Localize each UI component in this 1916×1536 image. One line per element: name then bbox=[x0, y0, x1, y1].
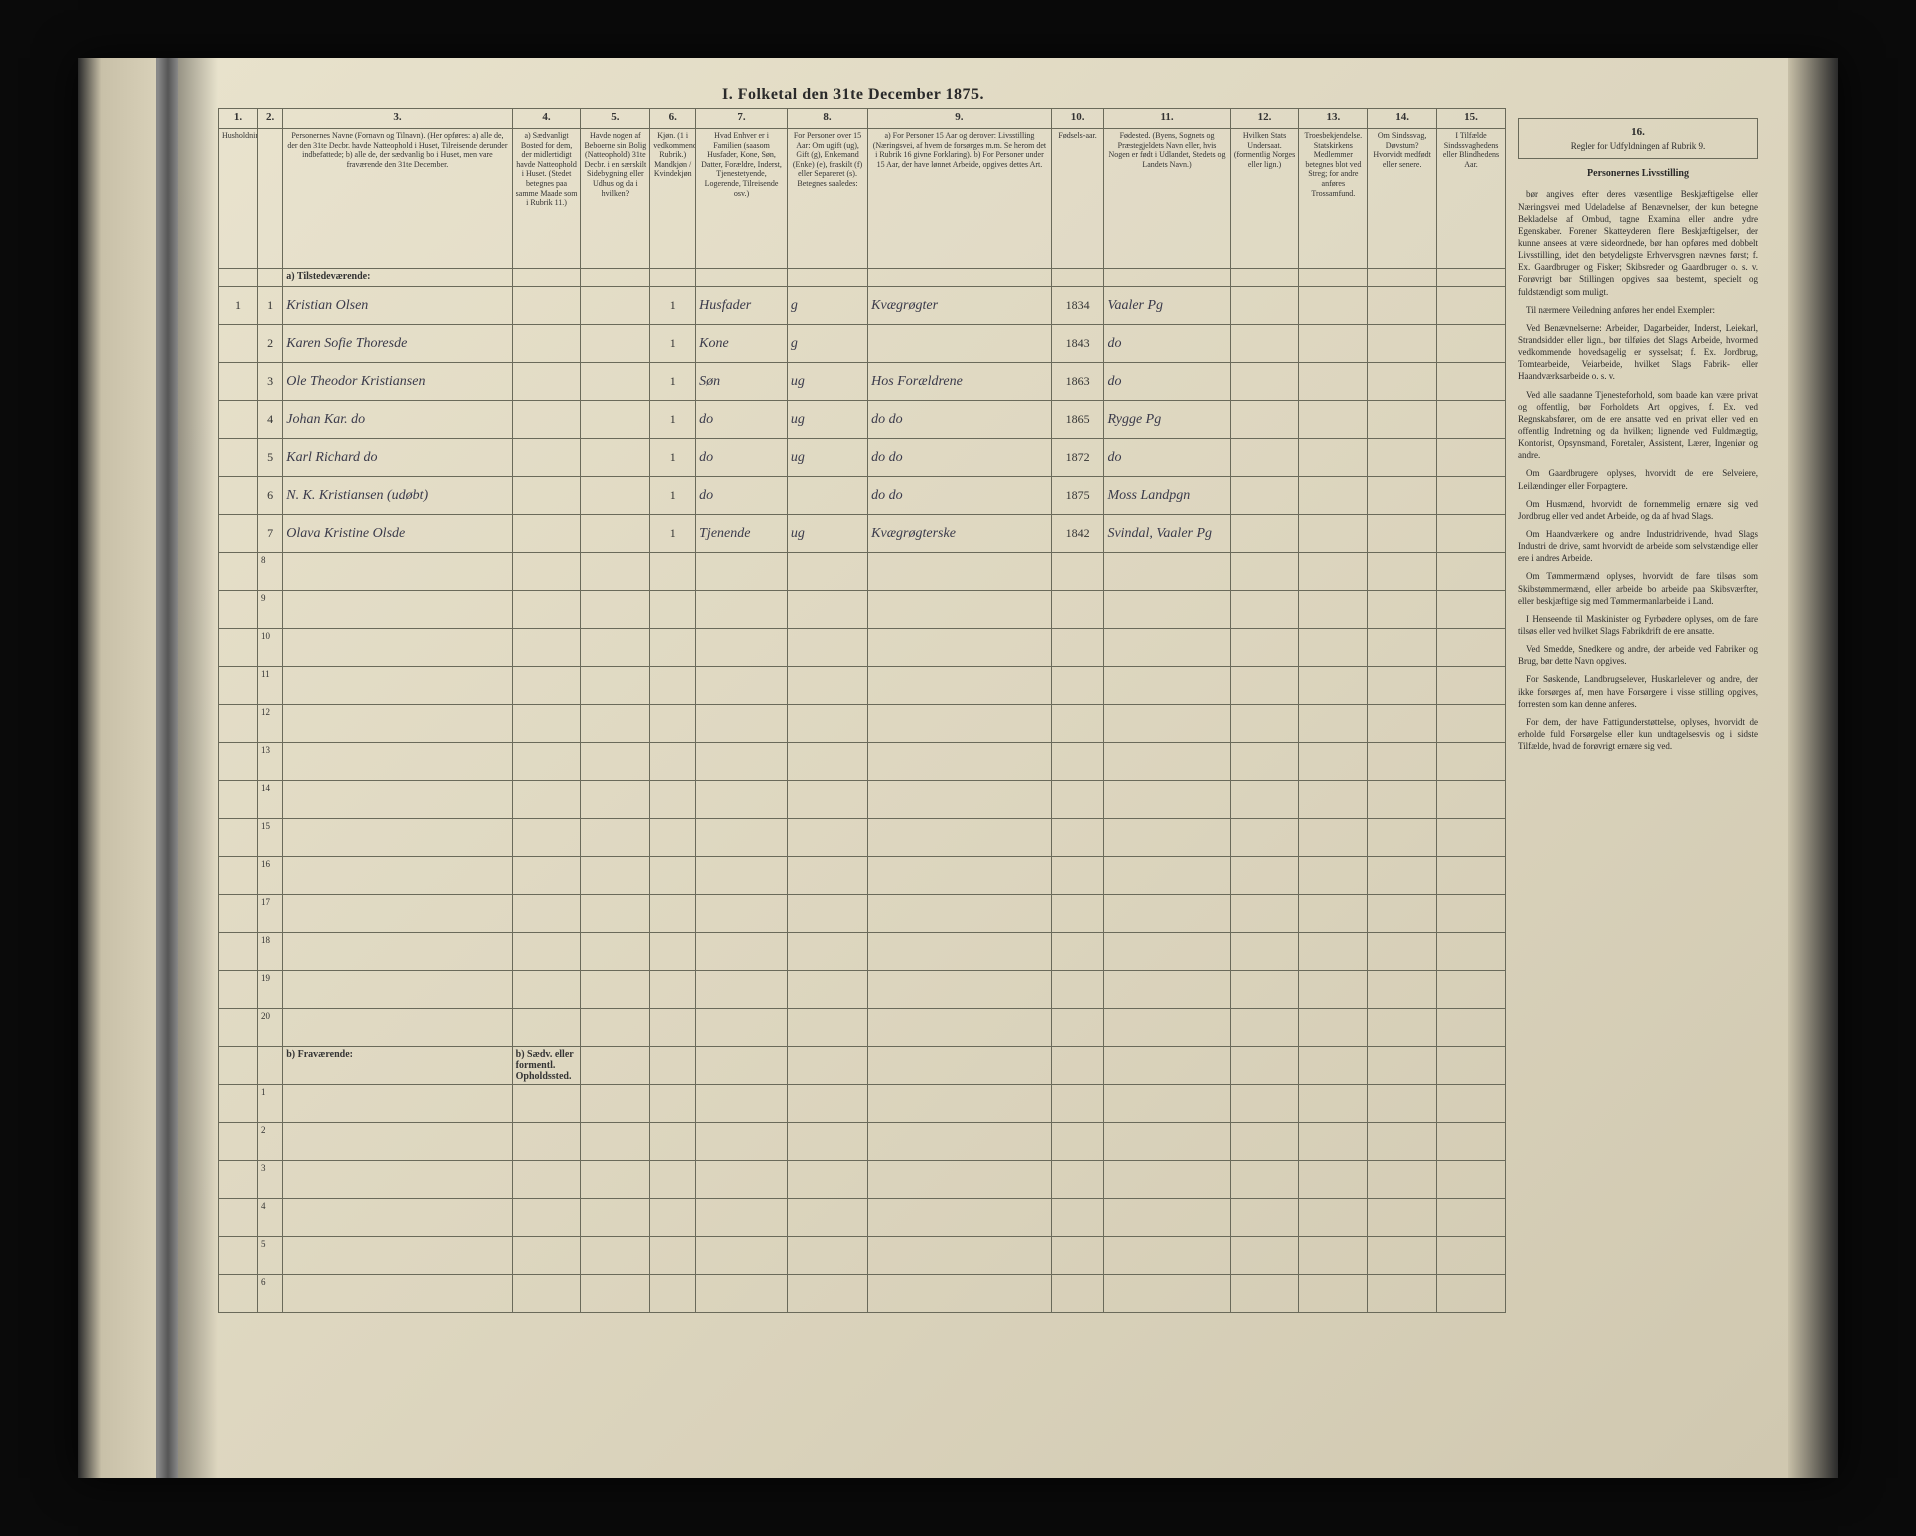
instructions-body: bør angives efter deres væsentlige Beskj… bbox=[1518, 188, 1758, 752]
empty-row: 14 bbox=[219, 781, 1506, 819]
col-head-5: Havde nogen af Beboerne sin Bolig (Natte… bbox=[581, 129, 650, 269]
census-rows: a) Tilstedeværende:11Kristian Olsen1Husf… bbox=[219, 269, 1506, 1313]
empty-row: 9 bbox=[219, 591, 1506, 629]
page-title: I. Folketal den 31te December 1875. bbox=[178, 86, 1528, 104]
column-headers-row: Husholdninger. Personernes Navne (Fornavn… bbox=[219, 129, 1506, 269]
col-head-1: Husholdninger. bbox=[219, 129, 258, 269]
person-row: 11Kristian Olsen1HusfadergKvægrøgter1834… bbox=[219, 287, 1506, 325]
empty-row: 19 bbox=[219, 971, 1506, 1009]
instructions-head: 16. Regler for Udfyldningen af Rubrik 9. bbox=[1518, 118, 1758, 159]
empty-row: 5 bbox=[219, 1237, 1506, 1275]
col-head-13: Troesbekjendelse. Statskirkens Medlemmer… bbox=[1299, 129, 1368, 269]
empty-row: 13 bbox=[219, 743, 1506, 781]
empty-row: 8 bbox=[219, 553, 1506, 591]
instruction-para: For Søskende, Landbrugselever, Huskarlel… bbox=[1518, 673, 1758, 709]
instruction-para: Om Haandværkere og andre Industridrivend… bbox=[1518, 528, 1758, 564]
instructions-title: Personernes Livsstilling bbox=[1518, 167, 1758, 181]
col-head-2 bbox=[258, 129, 283, 269]
col-num-9: 9. bbox=[868, 109, 1052, 129]
section-row: a) Tilstedeværende: bbox=[219, 269, 1506, 287]
col-head-3: Personernes Navne (Fornavn og Tilnavn). … bbox=[283, 129, 512, 269]
column-numbers-row: 1.2.3.4.5.6.7.8.9.10.11.12.13.14.15. bbox=[219, 109, 1506, 129]
col-head-11: Fødested. (Byens, Sognets og Præstegjeld… bbox=[1104, 129, 1230, 269]
empty-row: 12 bbox=[219, 705, 1506, 743]
col-num-3: 3. bbox=[283, 109, 512, 129]
book-spread: I. Folketal den 31te December 1875. 1.2.… bbox=[78, 58, 1838, 1478]
instruction-para: For dem, der have Fattigunderstøttelse, … bbox=[1518, 716, 1758, 752]
instructions-column: 16. Regler for Udfyldningen af Rubrik 9.… bbox=[1518, 108, 1758, 1448]
col-head-15: I Tilfælde Sindssvaghedens eller Blindhe… bbox=[1437, 129, 1506, 269]
col-num-12: 12. bbox=[1230, 109, 1299, 129]
empty-row: 4 bbox=[219, 1199, 1506, 1237]
col-num-4: 4. bbox=[512, 109, 581, 129]
empty-row: 1 bbox=[219, 1085, 1506, 1123]
empty-row: 2 bbox=[219, 1123, 1506, 1161]
col-num-15: 15. bbox=[1437, 109, 1506, 129]
col-head-12: Hvilken Stats Undersaat. (formentlig Nor… bbox=[1230, 129, 1299, 269]
empty-row: 11 bbox=[219, 667, 1506, 705]
col-num-6: 6. bbox=[650, 109, 696, 129]
instructions-colno: 16. bbox=[1525, 125, 1751, 140]
col-num-7: 7. bbox=[696, 109, 788, 129]
col-head-8: For Personer over 15 Aar: Om ugift (ug),… bbox=[787, 129, 867, 269]
empty-row: 17 bbox=[219, 895, 1506, 933]
empty-row: 3 bbox=[219, 1161, 1506, 1199]
left-page-stub bbox=[78, 58, 158, 1478]
person-row: 7Olava Kristine Olsde 1TjenendeugKvægrøg… bbox=[219, 515, 1506, 553]
empty-row: 20 bbox=[219, 1009, 1506, 1047]
person-row: 2Karen Sofie Thoresde 1Koneg1843do bbox=[219, 325, 1506, 363]
col-num-13: 13. bbox=[1299, 109, 1368, 129]
instruction-para: Til nærmere Veiledning anføres her endel… bbox=[1518, 304, 1758, 316]
empty-row: 10 bbox=[219, 629, 1506, 667]
empty-row: 18 bbox=[219, 933, 1506, 971]
book-spine bbox=[158, 58, 178, 1478]
person-row: 4Johan Kar. do1dougdo do1865Rygge Pg bbox=[219, 401, 1506, 439]
instructions-heading: Regler for Udfyldningen af Rubrik 9. bbox=[1525, 140, 1751, 152]
col-num-8: 8. bbox=[787, 109, 867, 129]
instruction-para: Ved Benævnelserne: Arbeider, Dagarbeider… bbox=[1518, 322, 1758, 383]
right-page-edge bbox=[1788, 58, 1838, 1478]
col-head-6: Kjøn. (1 i vedkommende Rubrik.) Mandkjøn… bbox=[650, 129, 696, 269]
col-num-10: 10. bbox=[1051, 109, 1104, 129]
instruction-para: Ved alle saadanne Tjenesteforhold, som b… bbox=[1518, 389, 1758, 462]
instruction-para: Om Tømmermænd oplyses, hvorvidt de fare … bbox=[1518, 570, 1758, 606]
empty-row: 16 bbox=[219, 857, 1506, 895]
col-num-5: 5. bbox=[581, 109, 650, 129]
col-head-14: Om Sindssvag, Døvstum? Hvorvidt medfødt … bbox=[1368, 129, 1437, 269]
col-num-14: 14. bbox=[1368, 109, 1437, 129]
person-row: 6N. K. Kristiansen (udøbt)1dodo do1875Mo… bbox=[219, 477, 1506, 515]
col-num-11: 11. bbox=[1104, 109, 1230, 129]
col-head-10: Fødsels-aar. bbox=[1051, 129, 1104, 269]
empty-row: 6 bbox=[219, 1275, 1506, 1313]
instruction-para: I Henseende til Maskinister og Fyrbødere… bbox=[1518, 613, 1758, 637]
instruction-para: Om Gaardbrugere oplyses, hvorvidt de ere… bbox=[1518, 467, 1758, 491]
census-table: 1.2.3.4.5.6.7.8.9.10.11.12.13.14.15. Hus… bbox=[218, 108, 1506, 1313]
col-num-1: 1. bbox=[219, 109, 258, 129]
person-row: 3Ole Theodor Kristiansen1SønugHos Foræld… bbox=[219, 363, 1506, 401]
person-row: 5Karl Richard do1dougdo do1872do bbox=[219, 439, 1506, 477]
col-head-7: Hvad Enhver er i Familien (saasom Husfad… bbox=[696, 129, 788, 269]
census-table-zone: 1.2.3.4.5.6.7.8.9.10.11.12.13.14.15. Hus… bbox=[218, 108, 1506, 1448]
col-head-4: a) Sædvanligt Bosted for dem, der midler… bbox=[512, 129, 581, 269]
instruction-para: bør angives efter deres væsentlige Beskj… bbox=[1518, 188, 1758, 297]
instruction-para: Om Husmænd, hvorvidt de fornemmelig ernæ… bbox=[1518, 498, 1758, 522]
col-num-2: 2. bbox=[258, 109, 283, 129]
right-page: I. Folketal den 31te December 1875. 1.2.… bbox=[178, 58, 1788, 1478]
col-head-9: a) For Personer 15 Aar og derover: Livss… bbox=[868, 129, 1052, 269]
instruction-para: Ved Smedde, Snedkere og andre, der arbei… bbox=[1518, 643, 1758, 667]
section-row: b) Fraværende:b) Sædv. eller formentl. O… bbox=[219, 1047, 1506, 1085]
empty-row: 15 bbox=[219, 819, 1506, 857]
